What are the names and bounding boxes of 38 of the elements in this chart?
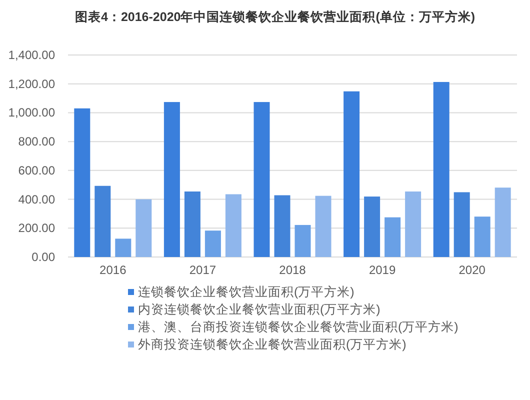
y-tick-label: 0.00 [32,250,56,264]
bar [384,217,401,257]
legend-label: 连锁餐饮企业餐饮营业面积(万平方米) [138,284,354,299]
bar [136,199,152,257]
y-tick-label: 1,200.00 [8,76,56,91]
bar [254,102,270,257]
bar [405,191,422,257]
y-tick-label: 600.00 [18,163,56,178]
y-tick-label: 400.00 [18,192,56,206]
bar [294,224,311,257]
bar [204,230,221,257]
x-tick-label: 2018 [279,263,306,277]
y-tick-label: 1,400.00 [8,48,56,62]
legend-label: 外商投资连锁餐饮企业餐饮营业面积(万平方米) [138,336,406,352]
bar [74,108,90,257]
bar [184,191,200,257]
bar [474,216,490,257]
y-tick-label: 200.00 [18,221,56,236]
bar [433,82,450,257]
bar [315,196,332,257]
bar [364,196,380,257]
x-tick-label: 2017 [189,263,216,277]
bar [344,91,360,257]
x-tick-label: 2020 [458,263,486,277]
x-tick-label: 2016 [100,263,127,277]
legend-label: 港、澳、台商投资连锁餐饮企业餐饮营业面积(万平方米) [138,319,458,334]
bar [225,194,242,257]
x-tick-label: 2019 [368,263,396,277]
bar [115,238,132,257]
bar [94,186,111,257]
legend-label: 内资连锁餐饮企业餐饮营业面积(万平方米) [138,302,380,316]
bar [494,188,511,257]
bar [164,102,180,257]
y-tick-label: 1,000.00 [8,106,56,120]
bar [274,195,290,257]
bar [454,192,470,257]
y-tick-label: 800.00 [18,134,56,149]
chart-title: 图表4：2016-2020年中国连锁餐饮企业餐饮营业面积(单位：万平方米) [75,9,476,24]
